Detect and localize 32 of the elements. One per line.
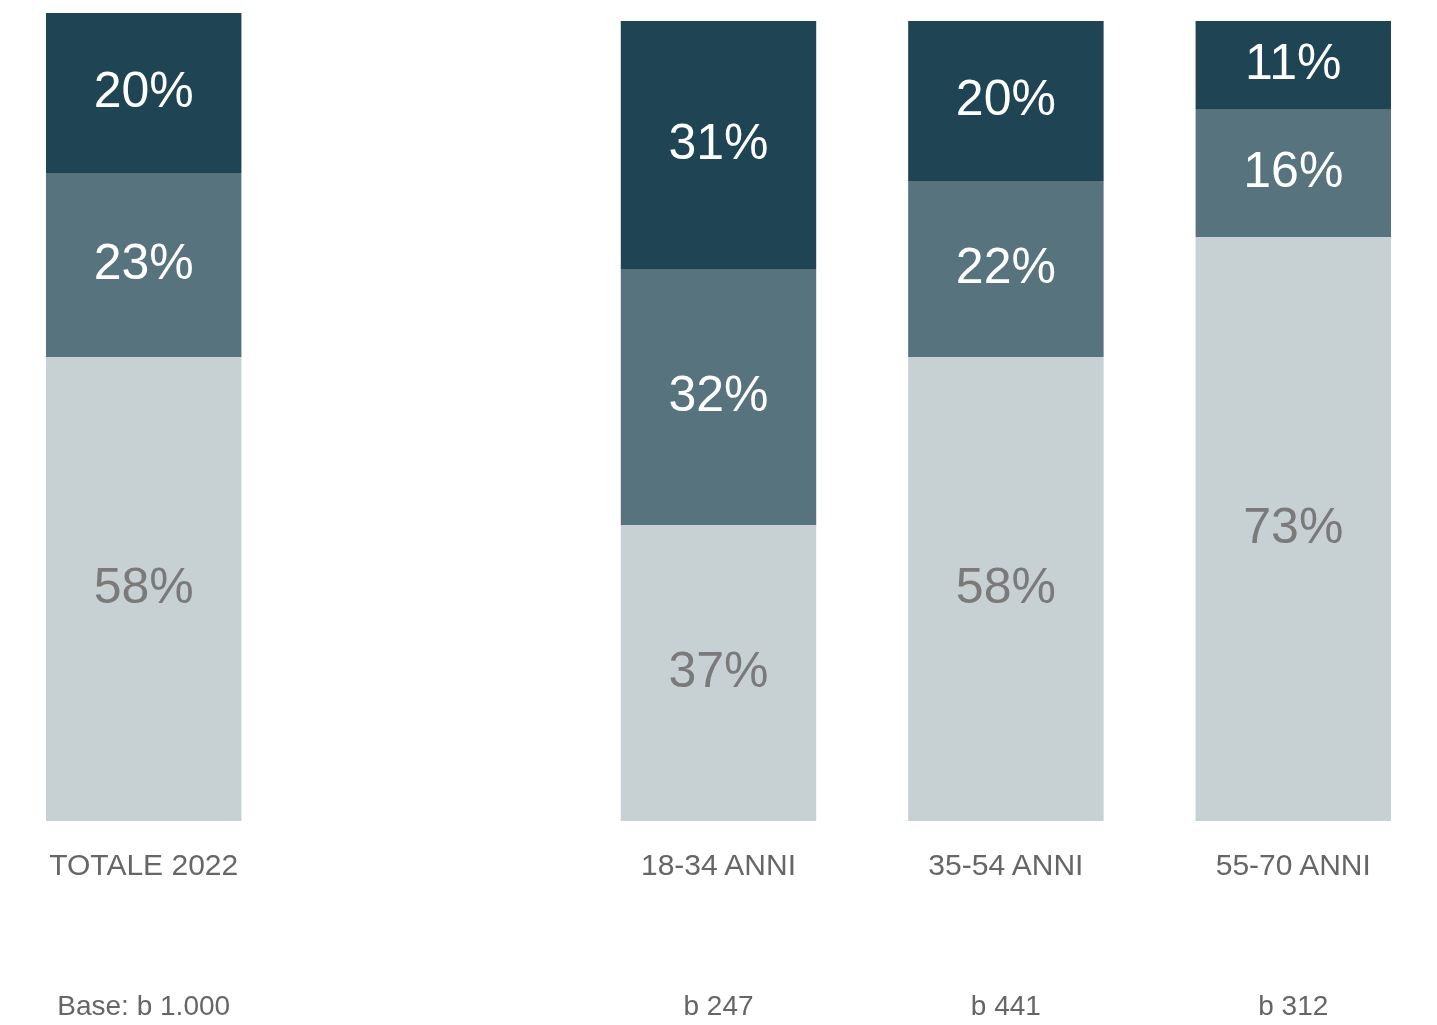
bar — [1195, 237, 1392, 821]
data-label: 23% — [93, 233, 194, 290]
data-label: 58% — [955, 557, 1056, 614]
data-label: 31% — [668, 113, 769, 170]
bar — [45, 173, 242, 357]
data-label: 16% — [1243, 141, 1344, 198]
bar — [908, 357, 1104, 821]
data-label: 58% — [93, 557, 194, 614]
data-label: 32% — [668, 365, 769, 422]
data-label: 20% — [955, 69, 1056, 126]
bar — [1195, 109, 1392, 237]
text: Base: b 1.000 — [57, 989, 231, 1021]
bar — [908, 181, 1104, 357]
data-label: 22% — [955, 237, 1056, 294]
x-tick-label: TOTALE 2022 — [49, 848, 239, 882]
bar — [620, 525, 817, 821]
data-label: 20% — [93, 61, 194, 118]
text: b 247 — [683, 989, 754, 1021]
x-tick-label: 18-34 ANNI — [640, 848, 797, 882]
bar — [620, 21, 817, 269]
text: b 312 — [1258, 989, 1329, 1021]
bar — [45, 13, 242, 173]
x-tick-label: 35-54 ANNI — [928, 848, 1084, 882]
data-label: 37% — [668, 641, 769, 698]
bar — [1195, 21, 1392, 109]
x-tick-label: 55-70 ANNI — [1215, 848, 1371, 882]
data-label: 73% — [1243, 497, 1344, 554]
bar — [620, 269, 817, 525]
bar — [45, 357, 242, 821]
data-label: 11% — [1245, 33, 1342, 90]
text: b 441 — [970, 989, 1041, 1021]
bar — [908, 21, 1104, 181]
